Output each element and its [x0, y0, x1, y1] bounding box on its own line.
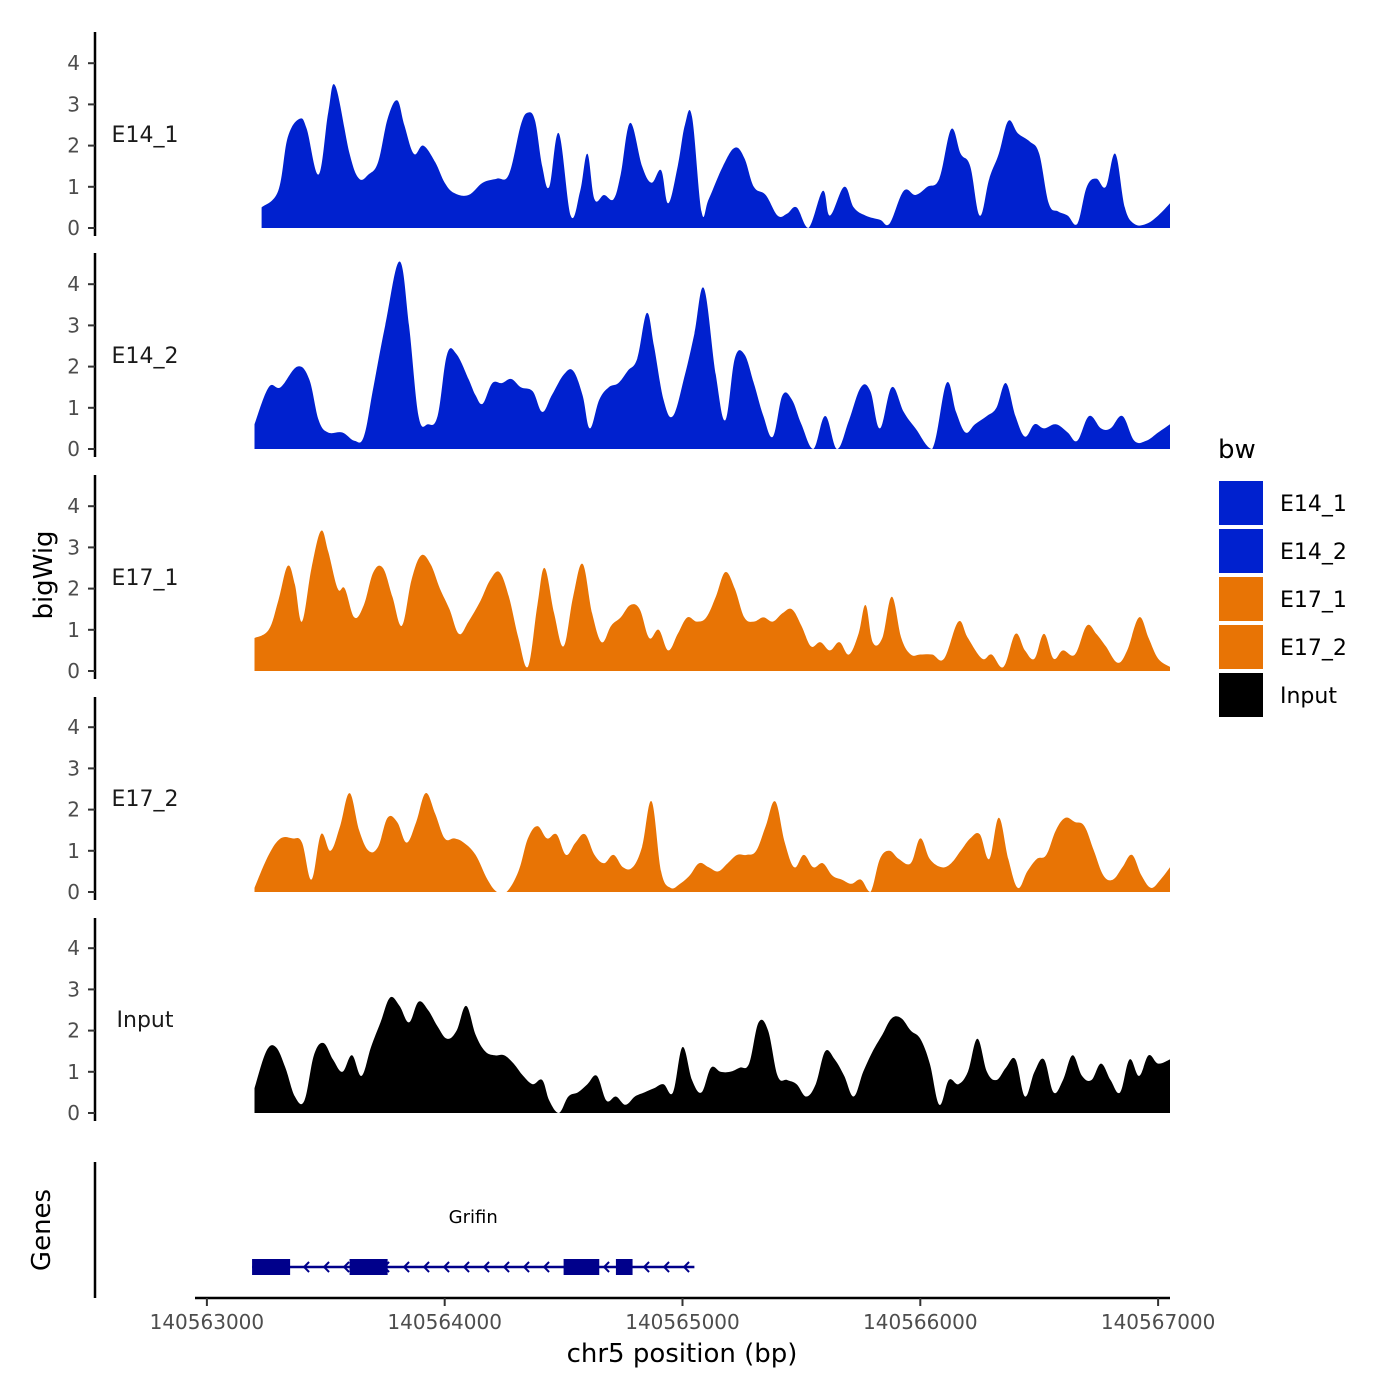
y-tick-label-E14_2-1: 1 — [67, 396, 80, 420]
gene-strand-arrow — [502, 1261, 510, 1273]
y-tick-label-Input-2: 2 — [67, 1019, 80, 1043]
y-tick-label-E17_2-0: 0 — [67, 880, 80, 904]
gene-label: Grifin — [449, 1207, 498, 1228]
gene-strand-arrow — [402, 1261, 410, 1273]
gene-strand-arrow — [422, 1261, 430, 1273]
y-tick-label-E14_2-2: 2 — [67, 355, 80, 379]
legend-label-E14_1: E14_1 — [1280, 492, 1347, 517]
genes-axis-title: Genes — [27, 1189, 57, 1271]
x-axis: 140563000 140564000 140565000 140566000 1405… — [150, 1296, 1216, 1334]
x-tick-label-140564000: 140564000 — [387, 1310, 502, 1334]
gene-strand-arrow — [442, 1261, 450, 1273]
legend-key-E17_1 — [1217, 575, 1265, 623]
coverage-area-E14_2 — [254, 261, 1170, 449]
y-tick-label-E17_2-4: 4 — [67, 715, 80, 739]
y-tick-label-E17_1-1: 1 — [67, 618, 80, 642]
gene-exon-4 — [615, 1259, 633, 1275]
coverage-area-E14_1 — [261, 84, 1171, 228]
y-tick-label-Input-1: 1 — [67, 1060, 80, 1084]
gene-strand-arrow — [342, 1261, 350, 1273]
track-label-E14_2: E14_2 — [112, 344, 179, 369]
y-tick-label-E14_2-3: 3 — [67, 313, 80, 337]
x-tick-label-140566000: 140566000 — [863, 1310, 978, 1334]
tracks-group: 0 1 2 3 4 E14_1 0 1 2 3 4 E14_2 0 1 2 3 4 E17_1 0 1 2 3 4 E17_2… — [67, 32, 1171, 1125]
gene-strand-arrow — [662, 1261, 670, 1273]
y-tick-label-Input-3: 3 — [67, 977, 80, 1001]
track-E14_2: 0 1 2 3 4 E14_2 — [67, 253, 1170, 461]
legend: bw E14_1 E14_2 E17_1 E17_2 Input — [1217, 435, 1347, 719]
legend-title: bw — [1218, 435, 1256, 465]
legend-key-E14_2 — [1217, 527, 1265, 575]
track-label-E14_1: E14_1 — [112, 123, 179, 148]
legend-label-E17_2: E17_2 — [1280, 636, 1347, 661]
track-label-E17_2: E17_2 — [112, 787, 179, 812]
gene-strand-arrow — [522, 1261, 530, 1273]
legend-key-E17_2 — [1217, 623, 1265, 671]
y-tick-label-E17_2-1: 1 — [67, 839, 80, 863]
coverage-area-E17_1 — [254, 530, 1170, 671]
legend-key-Input — [1217, 671, 1265, 719]
y-tick-label-E14_1-1: 1 — [67, 175, 80, 199]
track-label-E17_1: E17_1 — [112, 566, 179, 591]
gene-strand-arrow — [322, 1261, 330, 1273]
y-tick-label-Input-0: 0 — [67, 1101, 80, 1125]
gene-exon-1 — [252, 1259, 291, 1275]
y-tick-label-E14_2-0: 0 — [67, 437, 80, 461]
track-Input: 0 1 2 3 4 Input — [67, 918, 1170, 1125]
y-tick-label-E14_2-4: 4 — [67, 272, 80, 296]
y-tick-label-E17_1-0: 0 — [67, 659, 80, 683]
gene-strand-arrow — [682, 1261, 690, 1273]
gene-strand-arrow — [302, 1261, 310, 1273]
gene-strand-arrow — [602, 1261, 610, 1273]
coverage-area-Input — [254, 996, 1170, 1113]
x-axis-title: chr5 position (bp) — [567, 1339, 798, 1369]
gene-strand-arrow — [462, 1261, 470, 1273]
gene-strand-arrow — [542, 1261, 550, 1273]
y-tick-label-E17_2-3: 3 — [67, 756, 80, 780]
y-tick-label-E17_1-2: 2 — [67, 577, 80, 601]
track-E17_2: 0 1 2 3 4 E17_2 — [67, 697, 1170, 904]
y-tick-label-E14_1-2: 2 — [67, 134, 80, 158]
gene-model — [252, 1259, 695, 1275]
gene-strand-arrow — [482, 1261, 490, 1273]
legend-key-E14_1 — [1217, 479, 1265, 527]
track-E17_1: 0 1 2 3 4 E17_1 — [67, 475, 1170, 683]
y-tick-label-E17_1-3: 3 — [67, 535, 80, 559]
y-tick-label-E14_1-0: 0 — [67, 216, 80, 240]
genes-panel: Genes Grifin — [27, 1162, 695, 1298]
legend-label-E17_1: E17_1 — [1280, 588, 1347, 613]
x-tick-label-140563000: 140563000 — [150, 1310, 265, 1334]
coverage-area-E17_2 — [254, 792, 1170, 892]
y-tick-label-Input-4: 4 — [67, 936, 80, 960]
y-tick-label-E17_1-4: 4 — [67, 494, 80, 518]
x-tick-label-140565000: 140565000 — [625, 1310, 740, 1334]
track-label-Input: Input — [117, 1008, 174, 1033]
y-tick-label-E14_1-4: 4 — [67, 51, 80, 75]
gene-exon-3 — [563, 1259, 600, 1275]
y-tick-label-E14_1-3: 3 — [67, 92, 80, 116]
legend-label-Input: Input — [1280, 684, 1337, 709]
gene-exon-2 — [349, 1259, 388, 1275]
x-tick-label-140567000: 140567000 — [1101, 1310, 1216, 1334]
y-axis-title: bigWig — [29, 530, 59, 619]
y-tick-label-E17_2-2: 2 — [67, 798, 80, 822]
gene-strand-arrow — [642, 1261, 650, 1273]
track-E14_1: 0 1 2 3 4 E14_1 — [67, 32, 1171, 240]
legend-label-E14_2: E14_2 — [1280, 540, 1347, 565]
